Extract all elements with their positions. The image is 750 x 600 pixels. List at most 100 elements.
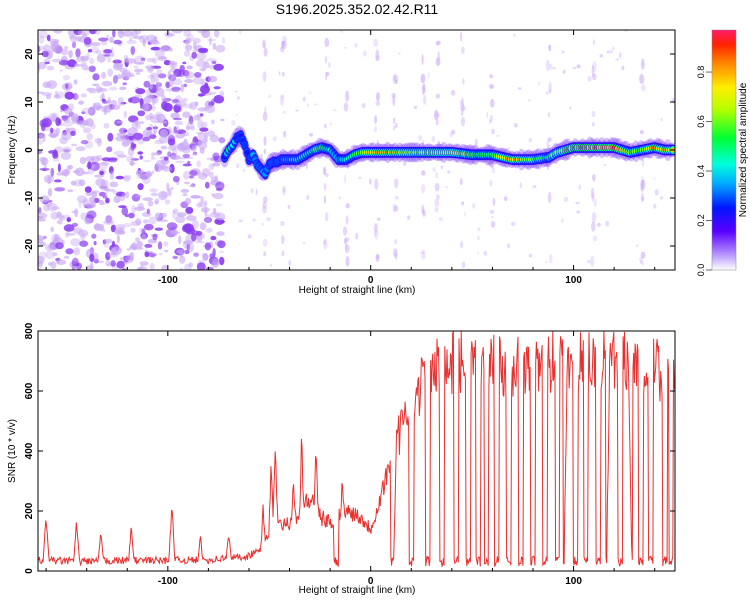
y-tick-label: -10 xyxy=(24,190,35,205)
streak-blob xyxy=(345,255,350,267)
noise-blob xyxy=(215,44,226,53)
noise-blob xyxy=(118,205,127,209)
noise-blob xyxy=(204,131,208,141)
ridge-core xyxy=(242,142,248,148)
streak-blob xyxy=(325,71,328,81)
noise-blob xyxy=(182,223,194,233)
noise-blob xyxy=(147,200,154,207)
speck xyxy=(562,69,566,74)
speck xyxy=(398,52,401,56)
noise-blob xyxy=(142,159,152,163)
x-tick-label: 0 xyxy=(368,576,374,587)
noise-blob xyxy=(123,255,129,263)
noise-blob xyxy=(167,138,176,146)
noise-blob xyxy=(64,169,68,177)
noise-blob xyxy=(157,73,167,79)
noise-blob xyxy=(101,202,108,205)
noise-blob xyxy=(129,36,133,41)
noise-blob xyxy=(79,240,89,247)
streak-blob xyxy=(422,209,426,219)
speck xyxy=(636,244,639,248)
noise-blob xyxy=(209,211,221,218)
noise-blob xyxy=(70,113,79,122)
streak-blob xyxy=(435,93,440,99)
noise-blob xyxy=(87,161,92,170)
noise-blob xyxy=(112,62,123,71)
streak-blob xyxy=(490,99,495,108)
noise-blob xyxy=(212,162,221,167)
noise-blob xyxy=(97,138,102,147)
noise-blob xyxy=(208,36,212,46)
speck xyxy=(377,217,381,221)
noise-blob xyxy=(62,75,71,81)
speck xyxy=(261,222,265,226)
speck xyxy=(641,260,644,266)
streak-blob xyxy=(325,173,329,178)
streak-blob xyxy=(281,250,285,257)
speck xyxy=(421,252,426,260)
noise-blob xyxy=(150,46,161,51)
noise-blob xyxy=(63,224,75,232)
noise-blob xyxy=(118,230,126,235)
noise-blob xyxy=(97,260,104,264)
noise-blob xyxy=(85,191,93,196)
noise-blob xyxy=(158,56,167,59)
noise-blob xyxy=(86,87,96,92)
streak-blob xyxy=(641,58,645,70)
noise-blob xyxy=(130,227,136,233)
noise-blob xyxy=(190,126,196,131)
noise-blob xyxy=(65,248,74,255)
noise-blob xyxy=(165,33,175,37)
speck xyxy=(545,261,548,264)
streak-blob xyxy=(590,255,595,268)
noise-blob xyxy=(76,55,86,63)
noise-blob xyxy=(192,37,201,44)
streak-blob xyxy=(423,94,427,105)
noise-blob xyxy=(154,198,160,203)
noise-blob xyxy=(173,229,178,236)
noise-blob xyxy=(210,235,217,241)
noise-blob xyxy=(119,127,128,134)
streak-blob xyxy=(459,99,463,111)
noise-blob xyxy=(90,42,101,47)
noise-blob xyxy=(112,190,119,195)
streak-blob xyxy=(461,103,465,108)
noise-blob xyxy=(172,208,179,214)
noise-blob xyxy=(64,108,73,115)
noise-blob xyxy=(191,153,198,156)
streak-blob xyxy=(422,83,426,91)
noise-blob xyxy=(90,261,94,270)
noise-blob xyxy=(126,39,137,45)
speck xyxy=(447,170,451,174)
streak-blob xyxy=(461,97,464,106)
streak-blob xyxy=(263,47,268,57)
speck xyxy=(612,46,615,51)
noise-blob xyxy=(184,249,190,255)
streak-blob xyxy=(343,237,347,245)
speck xyxy=(450,89,456,96)
noise-blob xyxy=(164,199,171,205)
streak-blob xyxy=(394,238,398,245)
noise-blob xyxy=(179,141,190,151)
noise-blob xyxy=(169,60,175,69)
speck xyxy=(329,122,332,126)
noise-blob xyxy=(163,241,169,247)
noise-blob xyxy=(182,111,191,118)
noise-blob xyxy=(177,69,185,77)
streak-blob xyxy=(546,138,550,149)
noise-blob xyxy=(173,126,177,134)
x-tick-label: 100 xyxy=(565,576,582,587)
streak-blob xyxy=(342,226,348,236)
speck xyxy=(510,221,516,226)
streak-blob xyxy=(374,230,377,237)
noise-blob xyxy=(184,181,190,185)
noise-blob xyxy=(201,121,208,128)
speck xyxy=(475,138,478,145)
noise-blob xyxy=(103,123,110,129)
speck xyxy=(431,135,436,143)
noise-blob xyxy=(38,138,44,145)
figure-title: S196.2025.352.02.42.R11 xyxy=(276,1,439,17)
noise-blob xyxy=(208,163,215,171)
noise-blob xyxy=(53,149,58,157)
noise-blob xyxy=(205,58,217,62)
